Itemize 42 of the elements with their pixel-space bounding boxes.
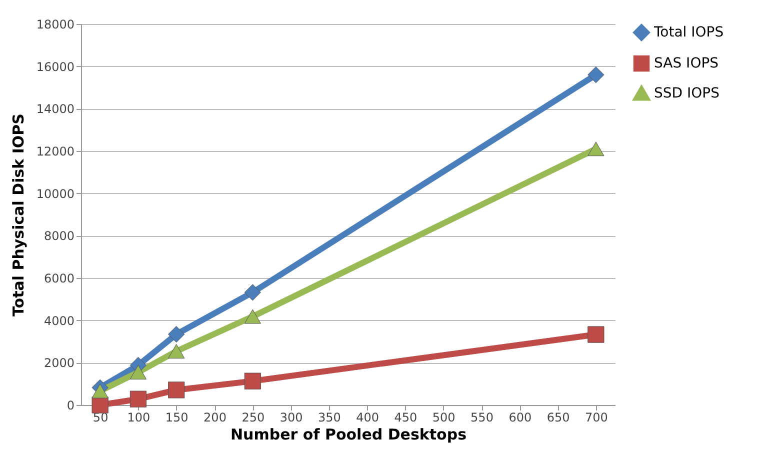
point — [92, 384, 108, 398]
point — [168, 382, 185, 398]
legend-label: SSD IOPS — [654, 86, 720, 102]
legend-label: SAS IOPS — [654, 56, 719, 72]
legend-label: Total IOPS — [653, 24, 724, 40]
point — [130, 390, 147, 408]
x-tick-label: 250 — [242, 410, 265, 424]
point — [244, 284, 261, 301]
point — [92, 396, 108, 414]
x-axis-title: Number of Pooled Desktops — [230, 426, 467, 444]
x-tick-label: 350 — [318, 410, 341, 424]
y-tick-label: 12000 — [36, 144, 74, 158]
x-tick-label: 100 — [127, 410, 150, 424]
y-tick-label: 2000 — [44, 356, 74, 370]
x-tick-label: 700 — [584, 410, 608, 424]
y-tick-label: 18000 — [36, 18, 74, 32]
point — [168, 326, 185, 343]
x-tick-label: 200 — [204, 410, 226, 424]
x-tick-label: 300 — [280, 410, 303, 424]
y-tick-label: 0 — [66, 398, 74, 412]
point — [588, 326, 604, 343]
x-tick-label: 450 — [394, 410, 418, 424]
y-tick-label: 14000 — [36, 102, 74, 116]
x-tick-label: 50 — [92, 410, 108, 424]
point — [168, 344, 185, 358]
point — [130, 364, 147, 380]
y-tick-label: 6000 — [44, 272, 74, 286]
x-tick-label: 550 — [470, 410, 494, 424]
y-tick-label: 10000 — [36, 186, 74, 201]
x-tick-label: 600 — [508, 410, 532, 424]
y-tick-label: 4000 — [44, 314, 74, 328]
x-tick-label: 150 — [165, 410, 188, 424]
point — [244, 372, 261, 390]
x-tick-label: 400 — [356, 410, 380, 424]
y-axis-title: Total Physical Disk IOPS — [9, 114, 28, 316]
x-tick-label: 650 — [546, 410, 570, 424]
point — [244, 309, 261, 324]
point — [588, 142, 604, 156]
y-tick-label: 16000 — [36, 60, 74, 74]
point — [588, 66, 604, 84]
x-tick-label: 500 — [432, 410, 456, 424]
y-tick-label: 8000 — [44, 229, 74, 244]
